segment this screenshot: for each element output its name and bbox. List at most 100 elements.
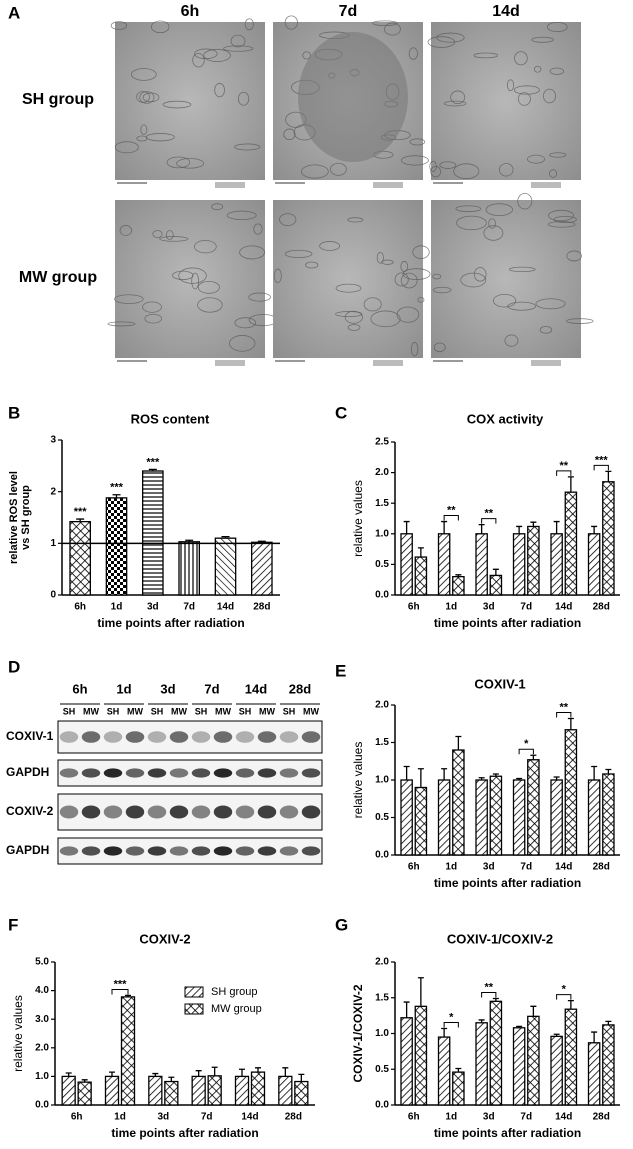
error-bar — [195, 1070, 202, 1077]
micrograph-texture — [427, 36, 456, 48]
bar — [414, 556, 428, 596]
micrograph-texture — [460, 272, 487, 288]
panel-label: G — [335, 915, 348, 934]
error-bar — [125, 994, 131, 997]
error-bar — [76, 518, 85, 522]
error-bar — [441, 768, 448, 780]
blot-band — [235, 805, 255, 819]
error-bar — [478, 777, 485, 780]
y-axis-label: relative ROS level — [8, 471, 20, 564]
micrograph-texture — [229, 335, 256, 352]
blot-band — [191, 846, 211, 856]
bar — [512, 533, 526, 596]
y-tick-label: 0.0 — [375, 590, 389, 601]
bar — [191, 1075, 206, 1106]
y-axis-label: relative values — [11, 995, 25, 1072]
blot-band — [213, 768, 233, 778]
micrograph-texture — [344, 310, 363, 324]
blot-band — [125, 846, 145, 856]
error-bar — [516, 777, 523, 780]
blot-band — [59, 768, 79, 778]
micrograph-texture — [539, 325, 553, 334]
x-tick-label: 14d — [555, 1112, 572, 1123]
x-tick-label: 7d — [520, 862, 532, 873]
micrograph-texture — [273, 268, 282, 283]
blot-band — [257, 805, 277, 819]
error-bar — [211, 1066, 218, 1076]
bar — [250, 1071, 266, 1106]
bar — [414, 786, 428, 856]
blot-band — [81, 805, 101, 819]
micrograph-texture — [483, 225, 504, 241]
x-tick-label: 3d — [483, 862, 495, 873]
error-bar — [605, 768, 612, 774]
error-bar — [567, 999, 574, 1010]
panel-label: F — [8, 915, 18, 934]
x-tick-label: 28d — [593, 862, 610, 873]
error-bar — [516, 1025, 523, 1028]
blot-band — [169, 768, 189, 778]
significance-bracket — [518, 748, 534, 755]
micrograph-texture — [144, 313, 163, 324]
y-tick-label: 1.0 — [375, 528, 389, 539]
micrograph — [115, 22, 265, 180]
micrograph-texture — [432, 273, 442, 280]
micrograph-texture — [284, 15, 298, 30]
lane-label: SH — [151, 706, 164, 716]
bar — [400, 533, 413, 596]
micrograph-texture — [176, 158, 205, 169]
micrograph-texture — [513, 85, 540, 95]
y-tick-label: 3.0 — [35, 1014, 49, 1025]
time-label: 6h — [72, 681, 87, 696]
blot-band — [191, 731, 211, 743]
bar — [278, 1075, 293, 1106]
bar — [164, 1080, 179, 1106]
error-bar — [530, 1005, 537, 1017]
y-tick-label: 1.5 — [375, 498, 389, 509]
row-label: MW group — [19, 269, 97, 286]
bar — [214, 537, 237, 596]
micrograph-texture — [396, 306, 420, 323]
x-axis-label: time points after radiation — [434, 876, 581, 890]
panel-label: D — [8, 657, 20, 676]
lane-label: MW — [215, 706, 231, 716]
bar — [77, 1081, 92, 1106]
x-tick-label: 3d — [147, 602, 159, 613]
micrograph-texture — [400, 272, 418, 289]
micrograph-texture — [248, 292, 271, 302]
micrograph-texture — [453, 163, 480, 180]
y-tick-label: 0.0 — [375, 850, 389, 861]
bar — [207, 1075, 222, 1106]
blot-band — [103, 846, 123, 856]
micrograph-texture — [432, 286, 452, 294]
x-axis-label: time points after radiation — [434, 616, 581, 630]
significance: * — [562, 984, 567, 996]
bar — [602, 1024, 615, 1106]
significance-bracket — [556, 994, 572, 1000]
scale-caption — [433, 360, 463, 362]
bar — [602, 773, 615, 856]
legend-swatch — [184, 986, 204, 998]
y-tick-label: 0.0 — [375, 1100, 389, 1111]
micrograph-texture — [302, 51, 311, 60]
error-bar — [530, 521, 537, 527]
blot-band — [125, 768, 145, 778]
significance-bracket — [593, 464, 609, 471]
y-tick-label: 0.5 — [375, 1064, 389, 1075]
micrograph-texture — [499, 163, 514, 177]
lane-label: SH — [63, 706, 76, 716]
micrograph-texture — [214, 82, 225, 98]
micrograph-texture — [443, 100, 467, 107]
y-tick-label: 2.0 — [35, 1042, 49, 1053]
micrograph-texture — [430, 166, 442, 178]
bar — [550, 1035, 563, 1106]
error-bar — [112, 494, 121, 498]
blot-band — [279, 805, 299, 819]
error-bar — [257, 540, 266, 543]
x-tick-label: 1d — [445, 862, 457, 873]
lane-label: SH — [239, 706, 252, 716]
error-bar — [185, 539, 194, 542]
bar — [587, 533, 601, 596]
micrograph-texture — [165, 230, 174, 240]
y-axis-label: vs SH group — [20, 485, 32, 550]
